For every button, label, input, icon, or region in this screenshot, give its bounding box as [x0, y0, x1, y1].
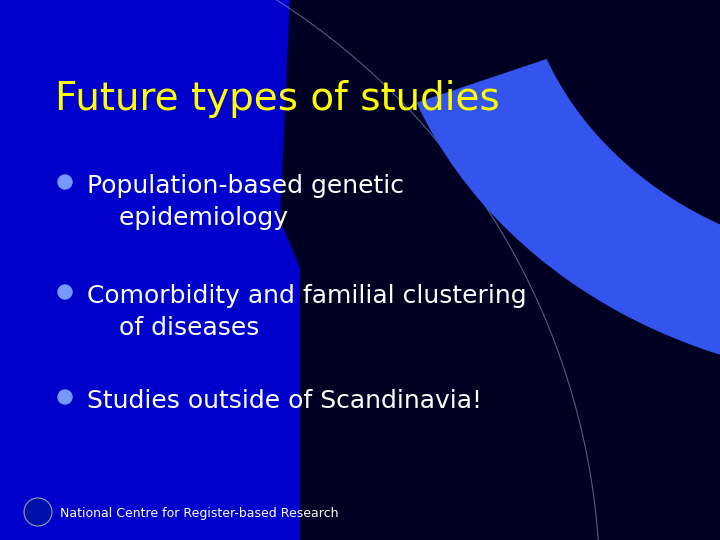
Text: Population-based genetic
    epidemiology: Population-based genetic epidemiology — [87, 174, 404, 230]
Text: Comorbidity and familial clustering
    of diseases: Comorbidity and familial clustering of d… — [87, 284, 526, 340]
Circle shape — [58, 285, 72, 299]
Circle shape — [58, 175, 72, 189]
Polygon shape — [520, 0, 720, 540]
Text: Future types of studies: Future types of studies — [55, 80, 500, 118]
Circle shape — [24, 498, 52, 526]
Circle shape — [58, 390, 72, 404]
Polygon shape — [300, 0, 720, 540]
Text: National Centre for Register-based Research: National Centre for Register-based Resea… — [60, 507, 338, 520]
Text: Studies outside of Scandinavia!: Studies outside of Scandinavia! — [87, 389, 482, 413]
Polygon shape — [280, 0, 720, 540]
Polygon shape — [416, 59, 720, 382]
